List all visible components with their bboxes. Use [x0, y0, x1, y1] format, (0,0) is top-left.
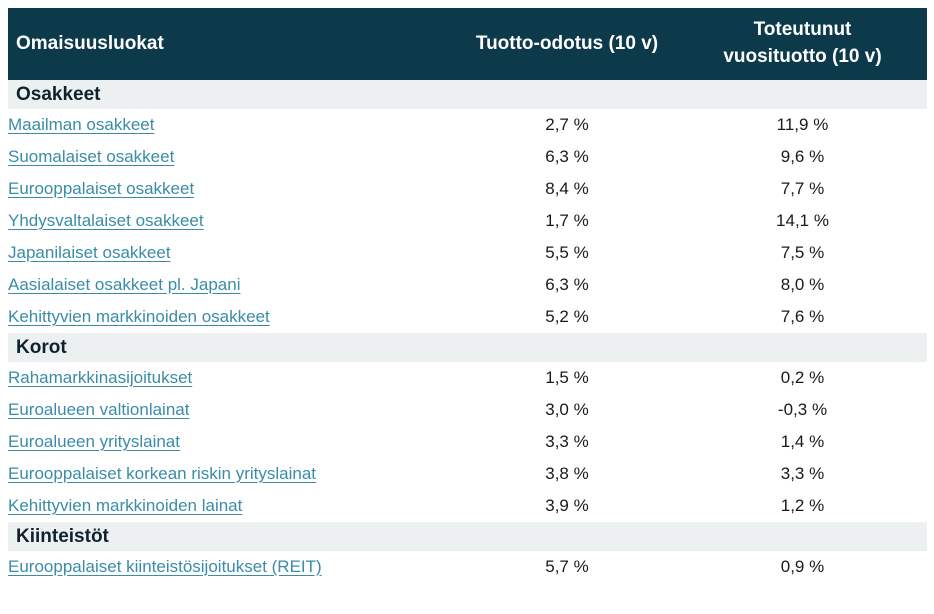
table-row: Yhdysvaltalaiset osakkeet 1,7 % 14,1 %: [8, 205, 927, 237]
asset-class-link[interactable]: Eurooppalaiset korkean riskin yrityslain…: [8, 464, 317, 483]
asset-class-cell: Kehittyvien markkinoiden lainat: [8, 490, 456, 522]
expected-return-value: 5,2 %: [545, 307, 589, 326]
asset-class-link[interactable]: Rahamarkkinasijoitukset: [8, 368, 193, 387]
realized-return-value: 0,9 %: [780, 557, 825, 576]
expected-return-value: 3,3 %: [545, 432, 589, 451]
asset-class-link[interactable]: Euroalueen yrityslainat: [8, 432, 180, 451]
realized-return-value: 11,9 %: [776, 115, 829, 134]
asset-class-link[interactable]: Maailman osakkeet: [8, 115, 155, 134]
section-title: Kiinteistöt: [8, 522, 927, 551]
expected-return-value: 5,5 %: [545, 243, 589, 262]
table-row: Rahamarkkinasijoitukset 1,5 % 0,2 %: [8, 362, 927, 394]
realized-return-value: 14,1 %: [776, 211, 829, 230]
table-row: Suomalaiset osakkeet 6,3 % 9,6 %: [8, 141, 927, 173]
table-row: Japanilaiset osakkeet 5,5 % 7,5 %: [8, 237, 927, 269]
section-title: Osakkeet: [8, 80, 927, 109]
realized-return-value: -0,3 %: [777, 400, 828, 419]
asset-class-cell: Rahamarkkinasijoitukset: [8, 362, 456, 394]
asset-class-link[interactable]: Eurooppalaiset kiinteistösijoitukset (RE…: [8, 557, 322, 576]
header-row: Omaisuusluokat Tuotto-odotus (10 v) Tote…: [8, 8, 927, 80]
column-header-realized-return: Toteutunut vuosituotto (10 v): [678, 8, 927, 80]
asset-class-cell: Eurooppalaiset korkean riskin yrityslain…: [8, 458, 456, 490]
realized-return-value: 1,2 %: [780, 496, 825, 515]
asset-class-link[interactable]: Yhdysvaltalaiset osakkeet: [8, 211, 204, 230]
section-row: Kiinteistöt: [8, 522, 927, 551]
realized-return-value: 8,0 %: [780, 275, 825, 294]
table-row: Aasialaiset osakkeet pl. Japani 6,3 % 8,0 …: [8, 269, 927, 301]
table-row: Kehittyvien markkinoiden lainat 3,9 % 1,2 …: [8, 490, 927, 522]
realized-return-value: 1,4 %: [780, 432, 825, 451]
column-header-expected-return: Tuotto-odotus (10 v): [456, 8, 678, 80]
expected-return-value: 1,7 %: [545, 211, 589, 230]
asset-class-link[interactable]: Japanilaiset osakkeet: [8, 243, 171, 262]
section-row: Korot: [8, 333, 927, 362]
table-row: Maailman osakkeet 2,7 % 11,9 %: [8, 109, 927, 141]
realized-return-value: 0,2 %: [780, 368, 825, 387]
table-row: Eurooppalaiset osakkeet 8,4 % 7,7 %: [8, 173, 927, 205]
asset-class-link[interactable]: Suomalaiset osakkeet: [8, 147, 175, 166]
table-row: Eurooppalaiset korkean riskin yrityslain…: [8, 458, 927, 490]
realized-return-value: 3,3 %: [780, 464, 825, 483]
table-row: Eurooppalaiset kiinteistösijoitukset (RE…: [8, 551, 927, 583]
asset-returns-table: Omaisuusluokat Tuotto-odotus (10 v) Tote…: [8, 8, 927, 583]
expected-return-value: 6,3 %: [545, 275, 589, 294]
asset-class-link[interactable]: Kehittyvien markkinoiden osakkeet: [8, 307, 270, 326]
asset-class-cell: Euroalueen valtionlainat: [8, 394, 456, 426]
asset-class-cell: Suomalaiset osakkeet: [8, 141, 456, 173]
asset-class-cell: Kehittyvien markkinoiden osakkeet: [8, 301, 456, 333]
section-title: Korot: [8, 333, 927, 362]
realized-return-value: 7,5 %: [780, 243, 825, 262]
asset-class-cell: Euroalueen yrityslainat: [8, 426, 456, 458]
table-row: Kehittyvien markkinoiden osakkeet 5,2 % 7,…: [8, 301, 927, 333]
asset-class-cell: Maailman osakkeet: [8, 109, 456, 141]
expected-return-value: 2,7 %: [545, 115, 589, 134]
asset-class-link[interactable]: Eurooppalaiset osakkeet: [8, 179, 195, 198]
table-row: Euroalueen valtionlainat 3,0 % -0,3 %: [8, 394, 927, 426]
section-row: Osakkeet: [8, 80, 927, 109]
realized-return-value: 7,6 %: [780, 307, 825, 326]
table-row: Euroalueen yrityslainat 3,3 % 1,4 %: [8, 426, 927, 458]
expected-return-value: 3,9 %: [545, 496, 589, 515]
asset-class-cell: Aasialaiset osakkeet pl. Japani: [8, 269, 456, 301]
expected-return-value: 5,7 %: [545, 557, 589, 576]
asset-class-link[interactable]: Kehittyvien markkinoiden lainat: [8, 496, 243, 515]
asset-class-link[interactable]: Aasialaiset osakkeet pl. Japani: [8, 275, 241, 294]
realized-return-value: 7,7 %: [780, 179, 825, 198]
asset-class-cell: Eurooppalaiset kiinteistösijoitukset (RE…: [8, 551, 456, 583]
asset-class-cell: Eurooppalaiset osakkeet: [8, 173, 456, 205]
asset-class-cell: Japanilaiset osakkeet: [8, 237, 456, 269]
asset-class-link[interactable]: Euroalueen valtionlainat: [8, 400, 190, 419]
expected-return-value: 6,3 %: [545, 147, 589, 166]
asset-returns-page: Omaisuusluokat Tuotto-odotus (10 v) Tote…: [8, 8, 927, 583]
table-header: Omaisuusluokat Tuotto-odotus (10 v) Tote…: [8, 8, 927, 80]
table-body: Osakkeet Maailman osakkeet 2,7 % 11,9 % Suom…: [8, 80, 927, 583]
expected-return-value: 3,0 %: [545, 400, 589, 419]
expected-return-value: 3,8 %: [545, 464, 589, 483]
expected-return-value: 8,4 %: [545, 179, 589, 198]
column-header-asset-class: Omaisuusluokat: [8, 8, 456, 80]
asset-class-cell: Yhdysvaltalaiset osakkeet: [8, 205, 456, 237]
expected-return-value: 1,5 %: [545, 368, 589, 387]
realized-return-value: 9,6 %: [780, 147, 825, 166]
